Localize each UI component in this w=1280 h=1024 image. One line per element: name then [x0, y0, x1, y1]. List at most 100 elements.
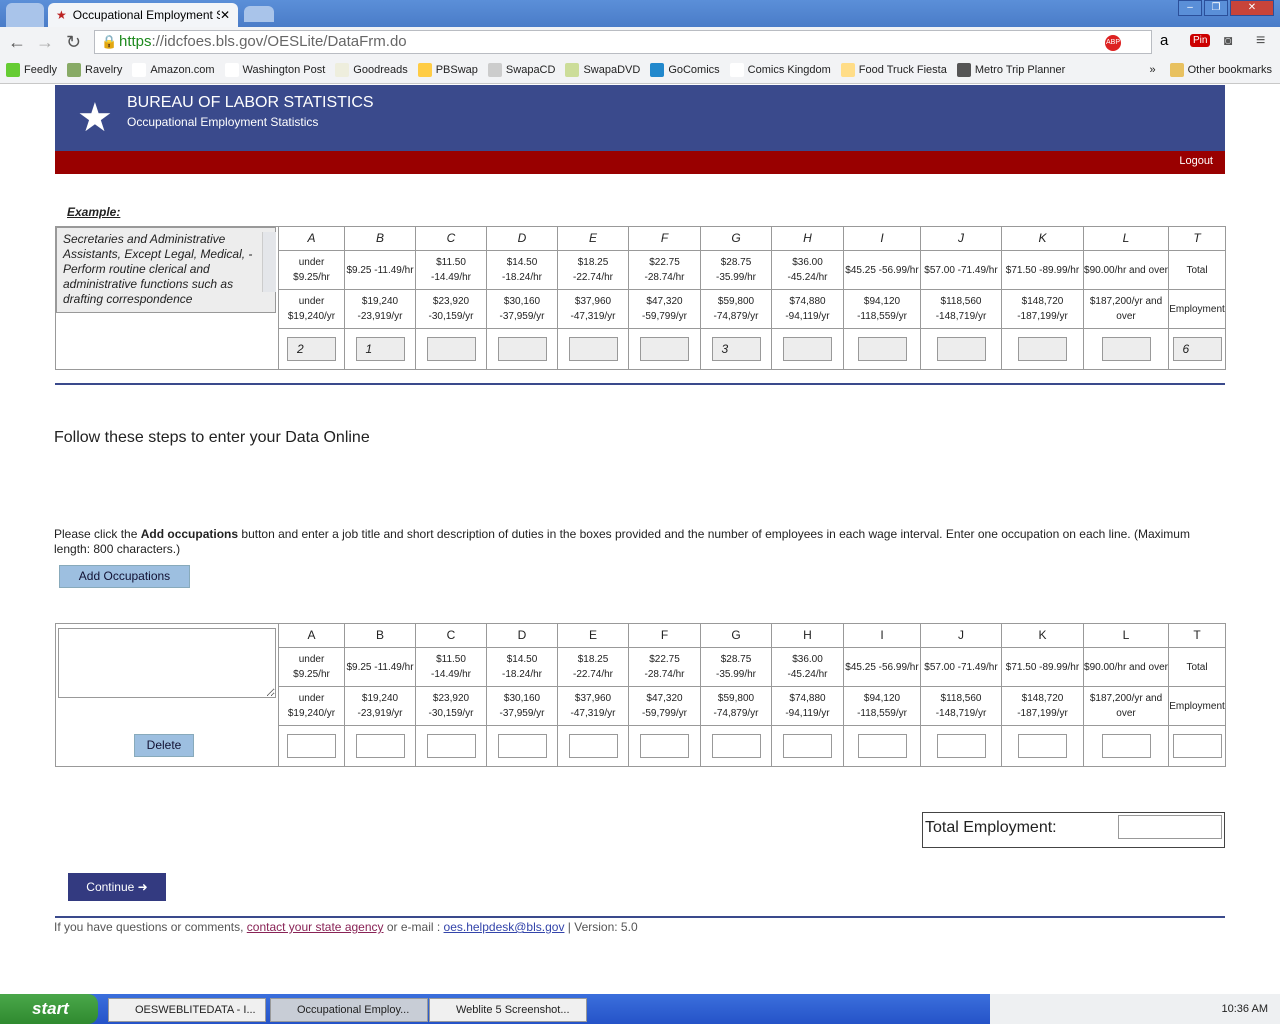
folder-icon [1169, 63, 1184, 77]
column-letter: L [1083, 623, 1169, 648]
employee-count-input[interactable] [1018, 734, 1067, 758]
employee-count-input[interactable] [857, 734, 907, 758]
tab-active[interactable]: ★ Occupational Employment St ✕ [48, 3, 238, 27]
pocket-icon[interactable]: ◙ [1224, 32, 1233, 48]
employee-count-input[interactable] [640, 734, 689, 758]
scrollbar[interactable] [262, 232, 276, 292]
other-bookmarks[interactable]: Other bookmarks [1169, 63, 1272, 77]
back-icon[interactable]: ← [8, 32, 26, 52]
bookmark-comics-kingdom[interactable]: Comics Kingdom [729, 63, 831, 77]
hourly-range: $14.50 -18.24/hr [486, 250, 558, 290]
employee-count-cell [1083, 328, 1169, 370]
pinterest-icon[interactable]: Pin [1190, 34, 1211, 47]
amazon-extension-icon[interactable]: a [1160, 32, 1169, 49]
bookmark-swapacd[interactable]: SwapaCD [487, 63, 555, 77]
employee-count-input[interactable] [287, 734, 336, 758]
example-description: Secretaries and Administrative Assistant… [56, 227, 276, 313]
annual-range: $148,720 -187,199/yr [1001, 686, 1084, 726]
annual-range: under $19,240/yr [278, 686, 345, 726]
minimize-icon[interactable]: – [1178, 0, 1202, 16]
employee-count-input[interactable] [1101, 734, 1151, 758]
hourly-range: $14.50 -18.24/hr [486, 647, 558, 687]
letter-row: Secretaries and Administrative Assistant… [55, 226, 1226, 370]
delete-button[interactable]: Delete [134, 734, 194, 757]
bookmark-favicon-icon [132, 63, 147, 77]
hourly-range: $11.50 -14.49/hr [415, 647, 487, 687]
bookmark-favicon-icon [224, 63, 239, 77]
reload-icon[interactable]: ↻ [66, 32, 82, 52]
header-title: BUREAU OF LABOR STATISTICS [127, 94, 374, 111]
example-count-box [568, 337, 618, 361]
occupation-description-input[interactable] [58, 628, 276, 698]
employee-count-input[interactable] [936, 734, 986, 758]
new-tab-button[interactable] [244, 6, 274, 22]
employee-count-input[interactable] [497, 734, 547, 758]
column-letter: C [415, 623, 487, 648]
more-bookmarks-button[interactable]: » [1149, 64, 1156, 76]
total-employment-box: Total Employment: [922, 812, 1225, 848]
hourly-range: Total [1168, 647, 1226, 687]
column-letter: F [628, 226, 701, 251]
annual-range: under $19,240/yr [278, 289, 345, 329]
employee-count-input[interactable] [711, 734, 761, 758]
column-letter: A [278, 226, 345, 251]
annual-range: $74,880 -94,119/yr [771, 289, 844, 329]
hourly-range: $45.25 -56.99/hr [843, 250, 921, 290]
hourly-range: $36.00 -45.24/hr [771, 250, 844, 290]
bls-header: ★ BUREAU OF LABOR STATISTICS Occupationa… [55, 85, 1225, 151]
restore-icon[interactable]: ❐ [1204, 0, 1228, 16]
employee-count-input[interactable] [568, 734, 618, 758]
contact-state-agency-link[interactable]: contact your state agency [246, 920, 384, 934]
menu-icon[interactable]: ≡ [1256, 32, 1266, 49]
employee-count-cell [278, 725, 345, 767]
close-tab-icon[interactable]: ✕ [219, 8, 230, 22]
bookmark-metro-trip-planner[interactable]: Metro Trip Planner [956, 63, 1065, 77]
annual-range: $30,160 -37,959/yr [486, 289, 558, 329]
start-button[interactable]: start [0, 994, 98, 1024]
bookmark-washington-post[interactable]: Washington Post [224, 63, 325, 77]
annual-range: $23,920 -30,159/yr [415, 289, 487, 329]
taskbar-item[interactable]: Occupational Employ... [270, 998, 428, 1022]
adblock-icon[interactable]: ABP [1105, 35, 1121, 51]
total-employment-input[interactable] [1118, 815, 1222, 839]
bookmark-ravelry[interactable]: Ravelry [67, 63, 122, 77]
close-window-icon[interactable]: ✕ [1230, 0, 1274, 16]
example-count-box [497, 337, 547, 361]
address-bar[interactable]: 🔒 https://idcfoes.bls.gov/OESLite/DataFr… [94, 30, 1152, 54]
bookmark-swapadvd[interactable]: SwapaDVD [565, 63, 640, 77]
bookmark-pbswap[interactable]: PBSwap [417, 63, 478, 77]
employee-count-cell [771, 725, 844, 767]
employee-count-cell [843, 725, 921, 767]
employee-count-input[interactable] [355, 734, 405, 758]
tab-feedly[interactable] [6, 3, 44, 27]
system-tray: 10:36 AM [990, 994, 1280, 1024]
clock: 10:36 AM [1221, 1003, 1268, 1015]
example-count-box [1018, 337, 1067, 361]
divider [55, 916, 1225, 918]
bookmark-goodreads[interactable]: Goodreads [335, 63, 408, 77]
hourly-range: $18.25 -22.74/hr [557, 647, 629, 687]
annual-range: $94,120 -118,559/yr [843, 686, 921, 726]
annual-range: $37,960 -47,319/yr [557, 686, 629, 726]
helpdesk-email-link[interactable]: oes.helpdesk@bls.gov [443, 920, 565, 934]
add-occupations-button[interactable]: Add Occupations [59, 565, 190, 588]
logout-link[interactable]: Logout [1179, 155, 1213, 167]
instr-text-rest: button and enter a job title and short d… [54, 527, 1190, 556]
forward-icon[interactable]: → [36, 32, 54, 52]
employee-count-input[interactable] [426, 734, 476, 758]
bookmark-gocomics[interactable]: GoComics [650, 63, 720, 77]
continue-button[interactable]: Continue ➜ [68, 873, 166, 901]
bookmark-feedly[interactable]: Feedly [6, 63, 57, 77]
taskbar-item[interactable]: Weblite 5 Screenshot... [429, 998, 587, 1022]
bookmark-food-truck-fiesta[interactable]: Food Truck Fiesta [840, 63, 947, 77]
taskbar-item[interactable]: OESWEBLITEDATA - I... [108, 998, 266, 1022]
employee-count-input[interactable] [783, 734, 832, 758]
bookmark-favicon-icon [565, 63, 580, 77]
example-count-box: 3 [711, 337, 761, 361]
url-scheme: https [119, 33, 152, 50]
header-subtitle: Occupational Employment Statistics [127, 115, 319, 129]
bookmark-amazon-com[interactable]: Amazon.com [132, 63, 215, 77]
hourly-range: $22.75 -28.74/hr [628, 250, 701, 290]
employee-count-input[interactable] [1172, 734, 1222, 758]
